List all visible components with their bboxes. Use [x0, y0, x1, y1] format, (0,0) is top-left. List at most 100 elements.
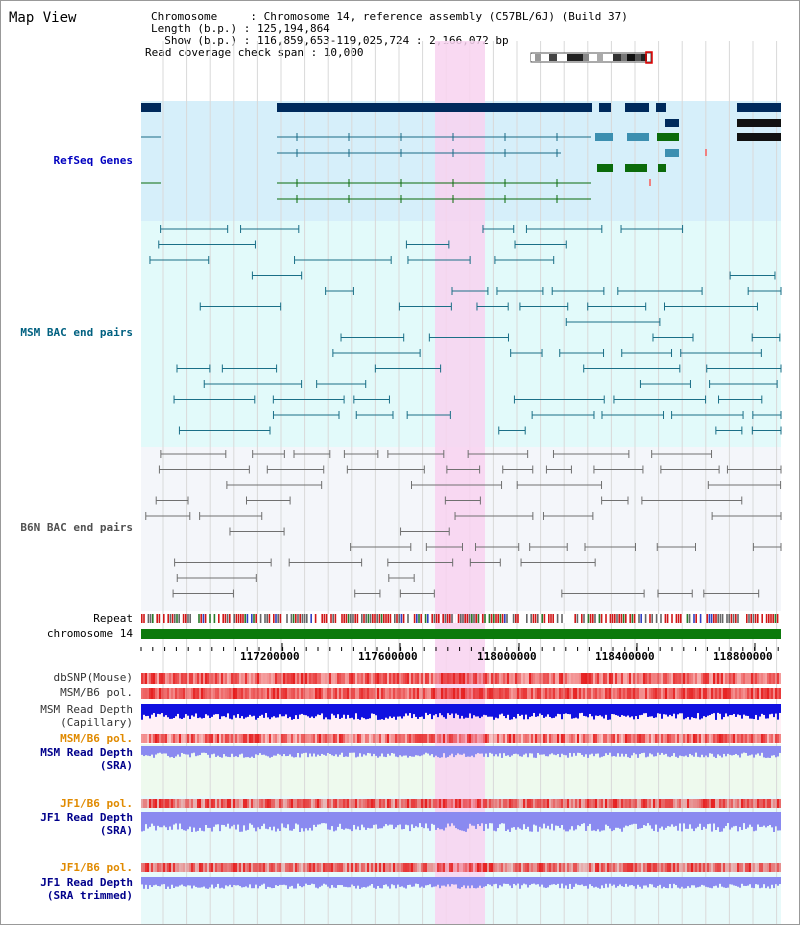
- jf1-b6-pol2-heat: [443, 863, 445, 872]
- msm-b6-pol2-heat: [697, 734, 699, 743]
- msm-b6-pol2-heat: [699, 734, 701, 743]
- jf1-b6-pol-heat: [467, 799, 469, 808]
- msm-b6-pol2-heat: [763, 734, 765, 743]
- jf1-depth-trim-bar: [751, 877, 753, 888]
- jf1-depth-trim-bar: [507, 877, 509, 884]
- jf1-depth-sra-bar: [389, 812, 391, 825]
- msm-b6-pol-label[interactable]: MSM/B6 pol.: [60, 686, 133, 699]
- jf1-depth-sra-bar: [405, 812, 407, 825]
- msm-b6-pol-heat: [293, 688, 295, 699]
- msm-b6-pol2-heat: [681, 734, 683, 743]
- jf1-depth-trim-bar: [187, 877, 189, 886]
- msm-b6-pol2-heat: [491, 734, 493, 743]
- msm-b6-pol2-heat: [721, 734, 723, 743]
- jf1-b6-pol2-heat: [545, 863, 547, 872]
- msm-depth-cap-bar: [221, 704, 223, 717]
- jf1-b6-pol-label[interactable]: JF1/B6 pol.: [60, 797, 133, 810]
- gene-exon-block: [597, 164, 613, 172]
- dbsnp-heat: [173, 673, 175, 684]
- b6n-bac-label[interactable]: B6N BAC end pairs: [20, 521, 133, 534]
- msm-depth-sra-bar: [731, 746, 733, 756]
- msm-b6-pol2-heat: [273, 734, 275, 743]
- msm-b6-pol2-heat: [243, 734, 245, 743]
- msm-b6-pol2-heat: [693, 734, 695, 743]
- jf1-b6-pol2-heat: [675, 863, 677, 872]
- msm-depth-cap-bar: [627, 704, 629, 716]
- msm-depth-sra-bar: [167, 746, 169, 756]
- jf1-b6-pol2-heat: [321, 863, 323, 872]
- dbsnp-heat: [203, 673, 205, 684]
- msm-depth-sra-label[interactable]: MSM Read Depth (SRA): [40, 746, 133, 772]
- msm-bac-label[interactable]: MSM BAC end pairs: [20, 326, 133, 339]
- msm-b6-pol-2-label[interactable]: MSM/B6 pol.: [60, 732, 133, 745]
- jf1-depth-sra-bar: [759, 812, 761, 827]
- dbsnp-heat: [425, 673, 427, 684]
- jf1-depth-sra-bar: [687, 812, 689, 829]
- msm-b6-pol2-heat: [745, 734, 747, 743]
- jf1-depth-sra-bar: [451, 812, 453, 824]
- msm-depth-sra-bar: [579, 746, 581, 754]
- msm-b6-pol-heat: [345, 688, 347, 699]
- dbsnp-heat: [413, 673, 415, 684]
- dbsnp-heat: [255, 673, 257, 684]
- msm-depth-sra-bar: [419, 746, 421, 757]
- jf1-b6-pol-heat: [555, 799, 557, 808]
- msm-depth-sra-bar: [293, 746, 295, 758]
- jf1-b6-pol2-heat: [309, 863, 311, 872]
- dbsnp-heat: [541, 673, 543, 684]
- jf1-depth-trim-label[interactable]: JF1 Read Depth (SRA trimmed): [40, 876, 133, 902]
- jf1-b6-pol2-heat: [573, 863, 575, 872]
- jf1-b6-pol-heat: [639, 799, 641, 808]
- msm-depth-cap-bar: [181, 704, 183, 719]
- msm-depth-cap-bar: [413, 704, 415, 715]
- axis-tick-label: 118400000: [595, 650, 655, 663]
- msm-b6-pol-heat: [245, 688, 247, 699]
- jf1-b6-pol-heat: [287, 799, 289, 808]
- dbsnp-heat: [423, 673, 425, 684]
- ideogram-band: [641, 54, 647, 61]
- jf1-depth-trim-bar: [645, 877, 647, 886]
- jf1-b6-pol2-heat: [707, 863, 709, 872]
- msm-depth-cap-bar: [395, 704, 397, 720]
- msm-depth-sra-bar: [311, 746, 313, 757]
- chromosome-label[interactable]: chromosome 14: [46, 627, 133, 640]
- repeat-mark: [275, 614, 277, 623]
- jf1-b6-pol-heat: [565, 799, 567, 808]
- repeat-mark: [636, 614, 638, 623]
- jf1-b6-pol-heat: [769, 799, 771, 808]
- jf1-depth-trim-bar: [271, 877, 273, 889]
- repeat-mark: [680, 614, 682, 623]
- msm-depth-cap-bar: [483, 704, 485, 715]
- repeat-mark: [378, 614, 381, 623]
- msm-depth-cap-label[interactable]: MSM Read Depth (Capillary): [40, 703, 133, 729]
- msm-depth-sra-bar: [515, 746, 517, 754]
- repeat-label[interactable]: Repeat: [93, 612, 133, 625]
- msm-depth-sra-bar: [433, 746, 435, 758]
- repeat-mark: [660, 614, 662, 623]
- dbsnp-label[interactable]: dbSNP(Mouse): [53, 671, 133, 684]
- msm-b6-pol-heat: [487, 688, 489, 699]
- jf1-depth-sra-bar: [153, 812, 155, 826]
- ideogram-band: [557, 54, 567, 61]
- jf1-b6-pol-2-label[interactable]: JF1/B6 pol.: [60, 861, 133, 874]
- msm-depth-cap-bar: [695, 704, 697, 719]
- refseq-genes-label[interactable]: RefSeq Genes: [53, 154, 133, 167]
- repeat-mark: [233, 614, 235, 623]
- jf1-depth-sra-bar: [761, 812, 763, 827]
- jf1-b6-pol-heat: [415, 799, 417, 808]
- msm-b6-pol2-heat: [667, 734, 669, 743]
- jf1-b6-pol2-heat: [733, 863, 735, 872]
- msm-depth-sra-bar: [473, 746, 475, 758]
- msm-depth-cap-bar: [591, 704, 593, 717]
- jf1-b6-pol2-heat: [223, 863, 225, 872]
- msm-b6-pol-heat: [279, 688, 281, 699]
- jf1-depth-sra-bar: [453, 812, 455, 826]
- jf1-depth-trim-bar: [635, 877, 637, 889]
- msm-depth-cap-bar: [763, 704, 765, 715]
- jf1-depth-sra-bar: [527, 812, 529, 827]
- jf1-b6-pol-heat: [511, 799, 513, 808]
- jf1-b6-pol2-heat: [493, 863, 495, 872]
- repeat-mark: [728, 614, 730, 623]
- jf1-depth-sra-label[interactable]: JF1 Read Depth (SRA): [40, 811, 133, 837]
